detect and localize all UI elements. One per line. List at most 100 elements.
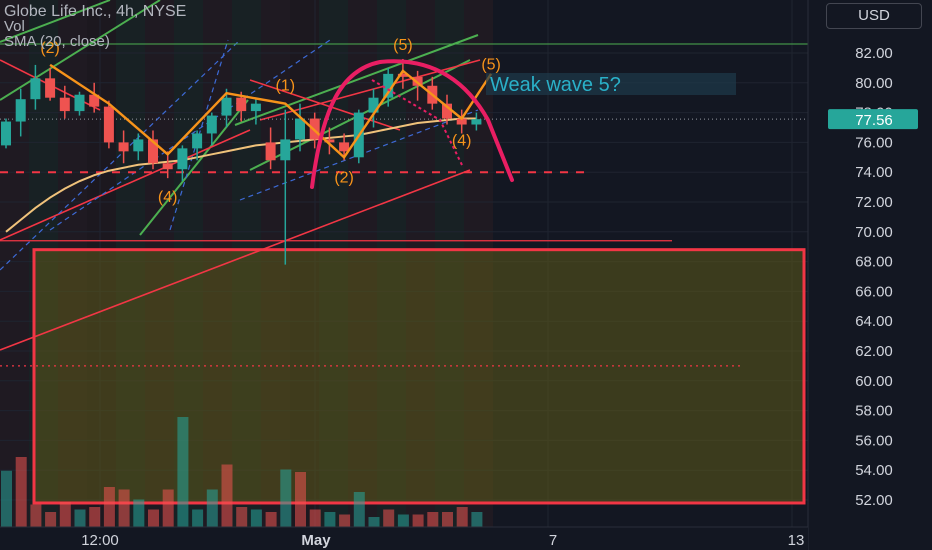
volume-bar (192, 509, 204, 527)
volume-bar (412, 514, 424, 527)
candle-body (456, 118, 467, 125)
volume-bar (353, 492, 365, 527)
volume-bar (30, 504, 42, 527)
wave-labels: (2) (4) (1) (2) (5) (4) (5) (40, 37, 501, 206)
x-tick-label: 13 (788, 532, 805, 549)
volume-bar (295, 472, 306, 527)
candle-body (339, 142, 350, 152)
candle-body (368, 97, 379, 113)
dashed-guide (49, 39, 331, 231)
volume-bar (368, 517, 380, 527)
last-price-label: 77.56 (855, 112, 893, 129)
y-axis-labels: 82.0080.0078.0076.0074.0072.0070.0068.00… (855, 45, 893, 509)
y-tick-label: 82.00 (855, 45, 893, 62)
volume-bar (162, 489, 174, 527)
price-axis (808, 0, 932, 550)
y-tick-label: 64.00 (855, 313, 893, 330)
wave-label: (4) (158, 189, 178, 206)
projection-dotted (371, 79, 463, 166)
candle-body (1, 121, 11, 146)
volume-bar (280, 469, 292, 527)
volume-bar (59, 502, 71, 527)
elliott-wave-line (49, 63, 493, 160)
candle-body (45, 78, 56, 98)
candle-body (74, 94, 85, 112)
annotation-weak-wave: Weak wave 5? (486, 73, 736, 96)
volume-bar (206, 489, 218, 527)
volume-bar (324, 512, 336, 527)
candle-body (206, 115, 217, 134)
time-axis (0, 527, 808, 550)
channel-line-red (0, 169, 471, 351)
candle-body (89, 94, 100, 107)
candle-body (148, 139, 158, 164)
candle-body (192, 133, 203, 149)
wave-label: (4) (452, 132, 472, 149)
candle-body (118, 142, 129, 152)
candle-body (30, 78, 41, 100)
volume-bar (456, 507, 468, 527)
candle-body (324, 139, 335, 143)
y-tick-label: 68.00 (855, 254, 893, 271)
volume-bar (74, 509, 86, 527)
volume-bar (397, 514, 409, 527)
volume-bar (148, 509, 159, 527)
annotation-text: Weak wave 5? (490, 74, 621, 96)
x-tick-label: May (301, 532, 331, 549)
volume-bar (221, 464, 233, 527)
channel-line-red (259, 59, 481, 121)
volume-bar (103, 487, 115, 527)
wave-label: (5) (393, 37, 413, 54)
volume-bar (177, 417, 189, 527)
channel-line-green (234, 34, 479, 126)
candle-body (177, 148, 188, 170)
candle-body (471, 119, 482, 125)
candle-body (250, 103, 261, 112)
y-tick-label: 72.00 (855, 194, 893, 211)
x-axis-labels: 12:00 May 7 13 (81, 532, 804, 549)
dashed-guide (0, 39, 241, 271)
volume-bar (427, 512, 439, 527)
wave-label: (1) (276, 77, 296, 94)
y-tick-label: 74.00 (855, 164, 893, 181)
y-tick-label: 56.00 (855, 432, 893, 449)
last-price-tag (828, 109, 918, 130)
volume-bar (471, 512, 483, 527)
y-tick-label: 62.00 (855, 343, 893, 360)
y-tick-label: 54.00 (855, 462, 893, 479)
volume-bar (250, 509, 262, 527)
channel-line-green (0, 0, 161, 101)
wave-label: (2) (40, 40, 60, 57)
candle-body (162, 163, 173, 170)
wave-label: (5) (481, 56, 501, 73)
candle-body (133, 139, 144, 152)
projection-curve (310, 59, 514, 189)
volume-bar (133, 499, 145, 527)
annotation-background (486, 73, 736, 95)
volume-bar (15, 457, 27, 527)
y-tick-label: 60.00 (855, 373, 893, 390)
candle-body (295, 118, 305, 140)
volume-bar (442, 512, 453, 527)
x-tick-label: 12:00 (81, 532, 119, 549)
y-tick-label: 80.00 (855, 75, 893, 92)
y-tick-label: 76.00 (855, 134, 893, 151)
volume-bar (309, 509, 321, 527)
currency-button[interactable]: USD (826, 3, 922, 29)
volume-bar (118, 489, 130, 527)
x-tick-label: 7 (549, 532, 557, 549)
candle-body (383, 73, 394, 98)
candle-body (265, 142, 276, 161)
channel-line-green (139, 99, 249, 236)
y-tick-label: 58.00 (855, 403, 893, 420)
candle-body (280, 139, 291, 161)
volume-bar (265, 512, 277, 527)
volume-bar (1, 470, 12, 527)
volume-bars (1, 417, 483, 527)
volume-bar (89, 507, 101, 527)
volume-bar (383, 509, 395, 527)
candle-body (103, 106, 114, 143)
y-tick-label: 66.00 (855, 283, 893, 300)
channel-line-red (0, 129, 251, 241)
